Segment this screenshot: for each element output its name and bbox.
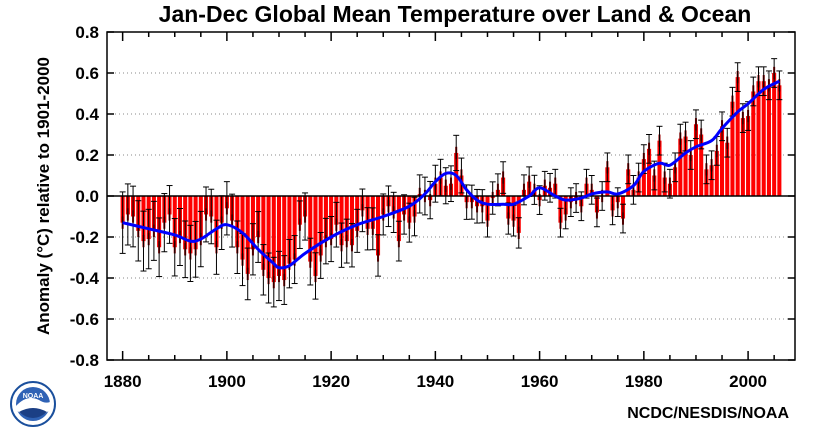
x-tick-label: 1900 xyxy=(208,372,246,391)
x-axis-ticks: 1880 1900 1920 1940 1960 1980 2000 xyxy=(104,32,775,391)
bar xyxy=(647,148,652,196)
logo-label: NOAA xyxy=(23,393,44,400)
bar xyxy=(292,196,297,260)
y-axis-label: Anomaly (°C) relative to 1901-2000 xyxy=(34,57,53,335)
bar xyxy=(688,155,693,196)
bar xyxy=(709,165,714,196)
x-tick-label: 1880 xyxy=(104,372,142,391)
bar xyxy=(396,196,401,242)
bar xyxy=(714,150,719,196)
bar xyxy=(761,81,766,196)
bar xyxy=(683,136,688,196)
y-axis-ticks: 0.8 0.6 0.4 0.2 0.0 -0.2 -0.4 -0.6 -0.8 xyxy=(70,23,795,370)
y-tick-label: -0.4 xyxy=(70,269,100,288)
bar xyxy=(266,196,271,278)
bar xyxy=(699,134,704,196)
noaa-logo-icon: NOAA xyxy=(10,381,56,427)
bar xyxy=(287,196,292,264)
bar xyxy=(740,118,745,196)
x-tick-label: 2000 xyxy=(729,372,767,391)
chart-title: Jan-Dec Global Mean Temperature over Lan… xyxy=(159,1,752,27)
bar xyxy=(344,196,349,242)
error-bars xyxy=(119,58,783,308)
bar xyxy=(308,196,313,262)
y-tick-label: 0.4 xyxy=(75,105,99,124)
y-tick-label: 0.2 xyxy=(75,146,99,165)
smoothed-trend-line xyxy=(122,79,781,270)
y-tick-label: 0.8 xyxy=(75,23,99,42)
bar xyxy=(271,196,276,283)
x-tick-label: 1960 xyxy=(521,372,559,391)
bar xyxy=(276,196,282,276)
bar xyxy=(777,85,782,196)
bar xyxy=(766,85,771,196)
bar xyxy=(746,116,751,196)
bar xyxy=(240,196,245,260)
bar xyxy=(678,138,683,196)
y-tick-label: -0.8 xyxy=(70,351,99,370)
bar xyxy=(693,124,699,196)
bar xyxy=(719,126,725,196)
bar xyxy=(641,159,646,196)
credit-text: NCDC/NESDIS/NOAA xyxy=(627,405,789,422)
x-tick-label: 1980 xyxy=(625,372,663,391)
bar xyxy=(188,196,193,254)
bar xyxy=(657,140,662,196)
bar xyxy=(339,196,344,246)
x-tick-label: 1920 xyxy=(312,372,350,391)
bar xyxy=(751,91,756,196)
grid-lines xyxy=(107,72,795,320)
x-tick-label: 1940 xyxy=(416,372,454,391)
bar xyxy=(318,196,323,256)
bar xyxy=(725,142,730,196)
bar xyxy=(772,73,777,196)
y-tick-label: -0.2 xyxy=(70,228,99,247)
bar xyxy=(282,196,287,281)
bar xyxy=(245,196,250,274)
bar xyxy=(349,196,355,246)
bar xyxy=(516,196,521,233)
bar xyxy=(261,196,266,270)
bar xyxy=(250,196,255,250)
y-tick-label: -0.6 xyxy=(70,310,99,329)
bar xyxy=(730,101,735,196)
bar xyxy=(375,196,381,256)
bar xyxy=(756,81,761,196)
bar xyxy=(735,77,740,196)
y-tick-label: 0.6 xyxy=(75,64,99,83)
y-tick-label: 0.0 xyxy=(75,187,99,206)
bar xyxy=(313,196,318,276)
